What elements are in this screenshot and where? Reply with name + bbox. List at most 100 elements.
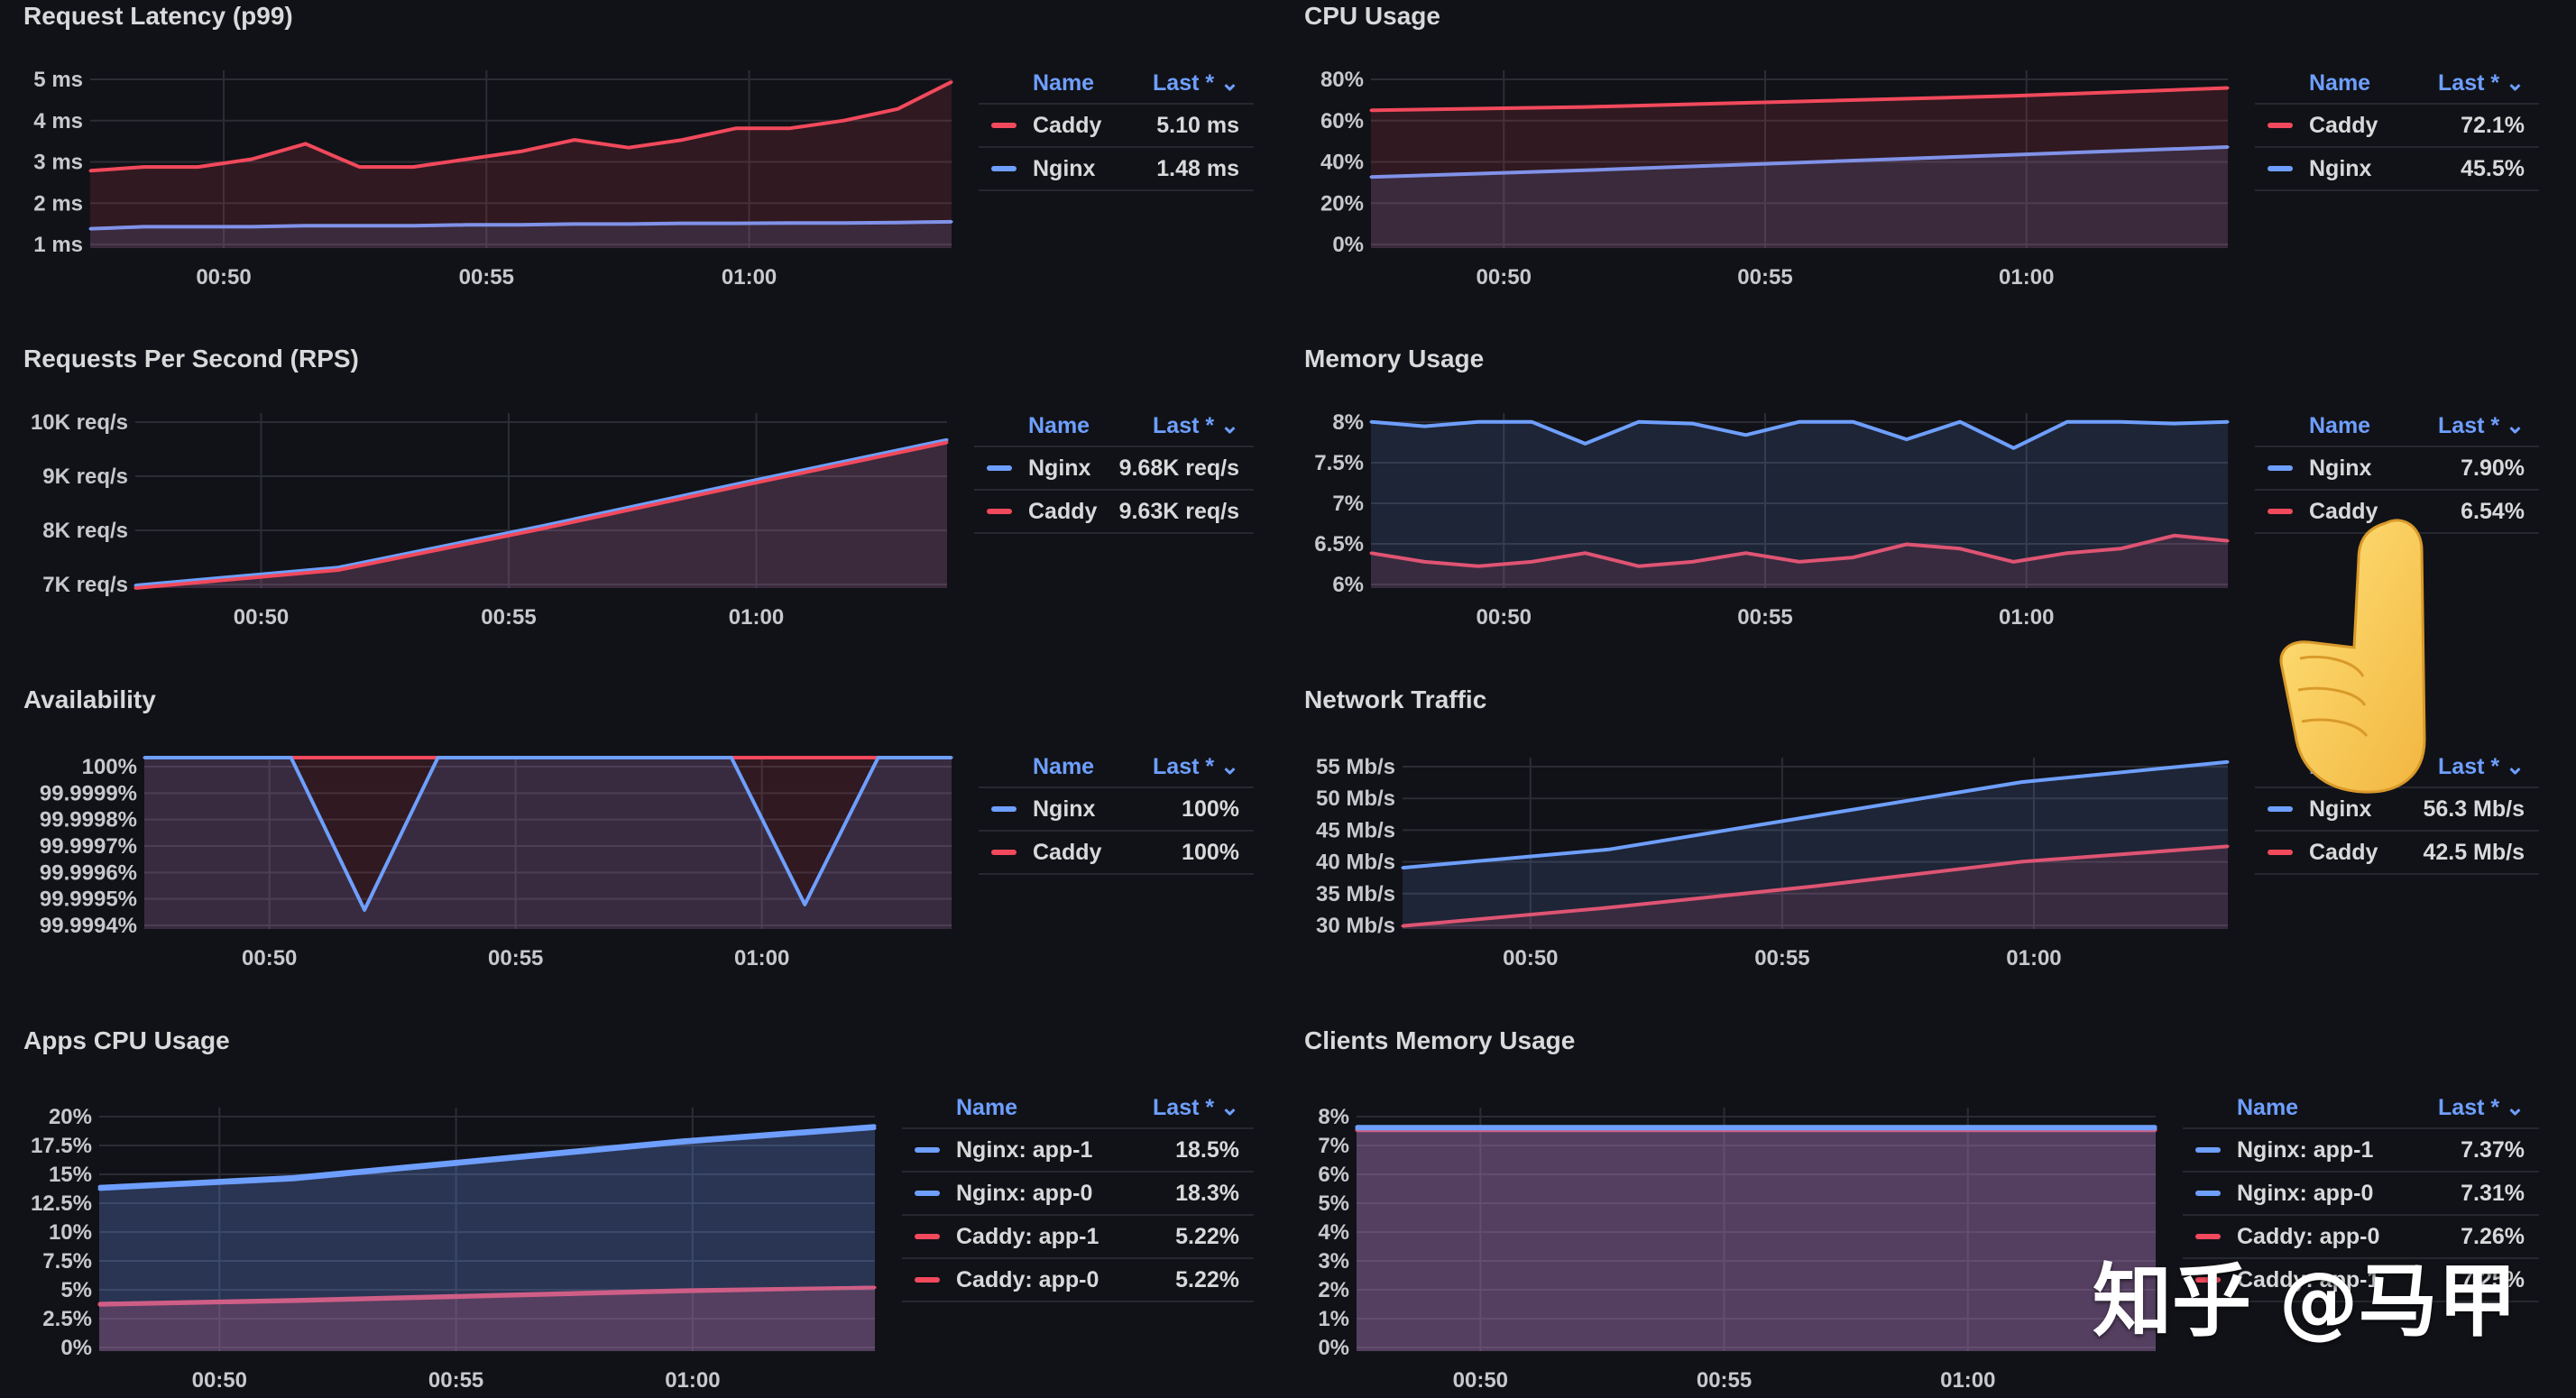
watermark: 知乎 @马甲: [2093, 1255, 2517, 1347]
panel-cpu-usage[interactable]: CPU Usage 0% 20% 40% 60% 80% 00:50 00:55 01:00 Na…: [1281, 0, 2576, 343]
data-point: [1798, 420, 1801, 424]
data-point: [679, 1289, 683, 1292]
legend-row[interactable]: Caddy: app-0 7.26%: [2183, 1216, 2539, 1259]
panel-request-latency[interactable]: Request Latency (p99) 1 ms 2 ms 3 ms 4 ms 5 m…: [0, 0, 1281, 343]
legend-row[interactable]: Nginx: app-1 7.37%: [2183, 1129, 2539, 1173]
legend-row[interactable]: Caddy: app-0 5.22%: [902, 1259, 1254, 1302]
data-point: [97, 1185, 101, 1189]
chart-memory-usage[interactable]: 6% 6.5% 7% 7.5% 8% 00:50 00:55 01:00: [1281, 343, 2576, 684]
legend-row[interactable]: Caddy: app-1 5.22%: [902, 1216, 1254, 1259]
panel-availability[interactable]: Availability 99.9994% 99.9995% 99.9996% 99.9…: [0, 684, 1281, 1025]
chart-cpu-usage[interactable]: 0% 20% 40% 60% 80% 00:50 00:55 01:00: [1281, 0, 2576, 343]
legend-header-last[interactable]: Last * ⌄: [1153, 754, 1239, 779]
data-point: [2012, 94, 2015, 97]
panel-clients-memory-usage[interactable]: Clients Memory Usage 0% 1% 2% 3% 4% 5% 6% 7% 8% 00…: [1281, 1025, 2576, 1398]
x-tick-label: 00:50: [234, 605, 289, 630]
legend-row[interactable]: Nginx 9.68K req/s: [974, 447, 1254, 491]
y-tick-label: 7K req/s: [42, 573, 128, 597]
y-tick-label: 0%: [1318, 1336, 1349, 1360]
series-area-caddy-app-0: [99, 1287, 875, 1351]
chart-clients-memory-usage[interactable]: 0% 1% 2% 3% 4% 5% 6% 7% 8% 00:50 00:55 01:00: [1281, 1025, 2576, 1398]
legend-header-last[interactable]: Last * ⌄: [1153, 70, 1239, 96]
legend-row[interactable]: Caddy 100%: [979, 832, 1254, 875]
legend-header-last[interactable]: Last * ⌄: [2438, 413, 2525, 438]
panel-rps[interactable]: Requests Per Second (RPS) 7K req/s 8K req/…: [0, 343, 1281, 684]
data-point: [1958, 420, 1962, 424]
data-point: [363, 756, 366, 759]
data-point: [304, 224, 308, 227]
y-tick-label: 12.5%: [31, 1191, 92, 1216]
panel-title[interactable]: Memory Usage: [1304, 345, 1485, 372]
data-point: [950, 756, 953, 759]
legend-row[interactable]: Nginx: app-0 7.31%: [2183, 1173, 2539, 1216]
legend-header-last[interactable]: Last * ⌄: [2438, 1095, 2525, 1120]
legend-header-name[interactable]: Name: [2309, 412, 2371, 438]
y-tick-label: 99.9995%: [40, 888, 137, 912]
panel-title[interactable]: CPU Usage: [1304, 2, 1440, 30]
y-tick-label: 20%: [49, 1105, 92, 1129]
data-point: [1477, 565, 1480, 568]
panel-apps-cpu-usage[interactable]: Apps CPU Usage 0% 2.5% 5% 7.5% 10% 12.5% 15% 17.…: [0, 1025, 1281, 1398]
panel-title[interactable]: Clients Memory Usage: [1304, 1026, 1576, 1054]
panel-title[interactable]: Requests Per Second (RPS): [23, 345, 359, 372]
panel-memory-usage[interactable]: Memory Usage 6% 6.5% 7% 7.5% 8% 00:50 00:55 01:0…: [1281, 343, 2576, 684]
data-point: [1607, 906, 1611, 909]
legend-header-name[interactable]: Name: [1028, 412, 1090, 438]
y-tick-label: 5 ms: [33, 68, 83, 92]
legend-row[interactable]: Nginx: app-0 18.3%: [902, 1173, 1254, 1216]
panel-title[interactable]: Apps CPU Usage: [23, 1026, 230, 1054]
panel-title[interactable]: Request Latency (p99): [23, 2, 293, 30]
legend-row[interactable]: Caddy 5.10 ms: [979, 105, 1254, 148]
legend-row[interactable]: Nginx 45.5%: [2255, 148, 2539, 191]
legend: Name Last * ⌄ Caddy 72.1% Nginx 45.5%: [2255, 63, 2539, 191]
legend-series-name: Nginx: app-1: [956, 1136, 1093, 1163]
legend-row[interactable]: Caddy 42.5 Mb/s: [2255, 832, 2539, 875]
data-point: [304, 142, 308, 145]
legend-row[interactable]: Nginx 1.48 ms: [979, 148, 1254, 191]
legend-series-value: 7.31%: [2461, 1180, 2525, 1206]
series-swatch-icon: [915, 1191, 940, 1196]
legend-row[interactable]: Nginx: app-1 18.5%: [902, 1129, 1254, 1173]
panel-title[interactable]: Network Traffic: [1304, 685, 1487, 713]
panel-network-traffic[interactable]: Network Traffic 30 Mb/s 35 Mb/s 40 Mb/s 45 M…: [1281, 684, 2576, 1025]
legend-row[interactable]: Nginx 56.3 Mb/s: [2255, 788, 2539, 832]
x-tick-label: 01:00: [722, 265, 777, 290]
legend-series-name: Caddy: [1033, 839, 1102, 865]
legend-header-name[interactable]: Name: [2237, 1094, 2299, 1120]
legend-header-last[interactable]: Last * ⌄: [2438, 754, 2525, 779]
legend-header-name[interactable]: Name: [2309, 69, 2371, 96]
legend-row[interactable]: Nginx 7.90%: [2255, 447, 2539, 491]
legend-header-name[interactable]: Name: [1033, 69, 1095, 96]
legend-row[interactable]: Caddy 9.63K req/s: [974, 491, 1254, 534]
series-area-caddy-app-1: [1357, 1130, 2156, 1351]
legend-header-name[interactable]: Name: [956, 1094, 1018, 1120]
data-point: [1530, 560, 1533, 564]
chart-rps[interactable]: 7K req/s 8K req/s 9K req/s 10K req/s 00:50 00…: [0, 343, 1281, 684]
chart-apps-cpu-usage[interactable]: 0% 2.5% 5% 7.5% 10% 12.5% 15% 17.5% 20% 00:50 00:5…: [0, 1025, 1281, 1398]
chart-availability[interactable]: 99.9994%99.9995% 99.9996%99.9997%99.9998%…: [0, 684, 1281, 1025]
chart-network-traffic[interactable]: 30 Mb/s 35 Mb/s 40 Mb/s 45 Mb/s 50 Mb/s 55 Mb…: [1281, 684, 2576, 1025]
data-point: [803, 756, 806, 759]
data-point: [1555, 1125, 1558, 1128]
data-point: [1744, 551, 1748, 555]
legend-row[interactable]: Caddy: app-1 7.25%: [2183, 1259, 2539, 1302]
data-point: [1637, 420, 1641, 424]
y-tick-label: 8%: [1318, 1105, 1349, 1129]
legend-header-last[interactable]: Last * ⌄: [1153, 1095, 1239, 1120]
panel-title[interactable]: Availability: [23, 685, 156, 713]
legend-row[interactable]: Nginx 100%: [979, 788, 1254, 832]
x-tick-label: 00:55: [488, 946, 543, 970]
y-tick-label: 35 Mb/s: [1316, 882, 1395, 906]
legend: Name Last * ⌄ Nginx: app-1 7.37% Nginx: app-…: [2183, 1088, 2539, 1302]
legend-header-last[interactable]: Last * ⌄: [1153, 413, 1239, 438]
data-point: [788, 221, 792, 225]
y-tick-label: 17.5%: [31, 1134, 92, 1158]
series-swatch-icon: [2195, 1234, 2221, 1239]
chart-request-latency[interactable]: 1 ms 2 ms 3 ms 4 ms 5 ms 00:50 00:55 01:00: [0, 0, 1281, 343]
legend: Name Last * ⌄ Nginx: app-1 18.5% Nginx: app-…: [902, 1088, 1254, 1302]
data-point: [1401, 924, 1404, 928]
legend-header-last[interactable]: Last * ⌄: [2438, 70, 2525, 96]
data-point: [1584, 442, 1587, 446]
legend-header-name[interactable]: Name: [1033, 753, 1095, 779]
legend-row[interactable]: Caddy 72.1%: [2255, 105, 2539, 148]
